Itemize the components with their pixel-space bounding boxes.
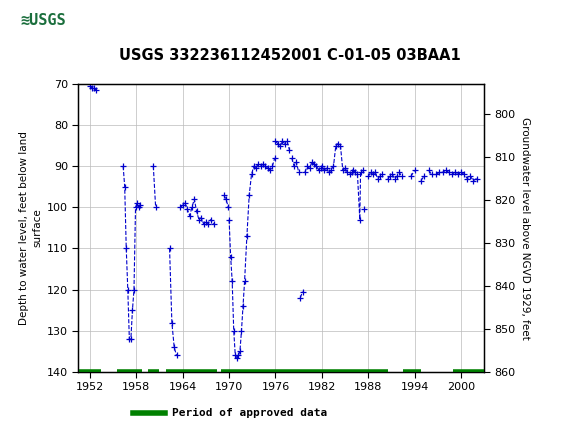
- Text: ≋USGS: ≋USGS: [21, 13, 66, 28]
- Y-axis label: Groundwater level above NGVD 1929, feet: Groundwater level above NGVD 1929, feet: [520, 117, 530, 339]
- Y-axis label: Depth to water level, feet below land
surface: Depth to water level, feet below land su…: [19, 131, 42, 325]
- Text: USGS 332236112452001 C-01-05 03BAA1: USGS 332236112452001 C-01-05 03BAA1: [119, 49, 461, 63]
- Text: Period of approved data: Period of approved data: [172, 408, 327, 418]
- FancyBboxPatch shape: [3, 3, 84, 37]
